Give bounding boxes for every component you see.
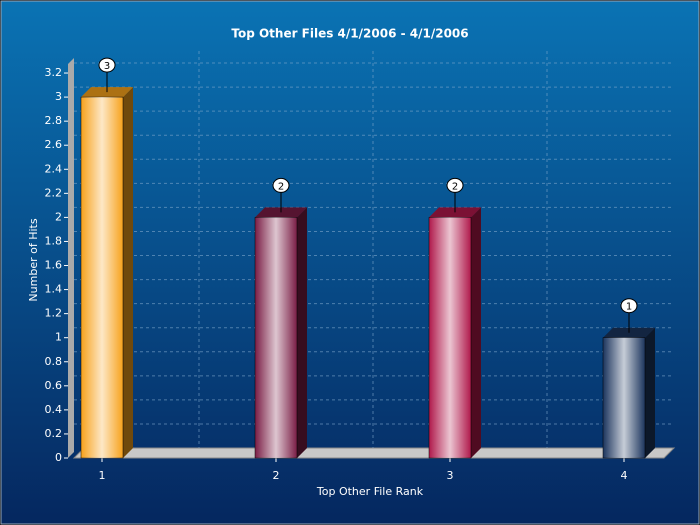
value-label: 1 xyxy=(626,302,632,313)
bar-side-shade xyxy=(123,87,133,458)
y-tick-label: 0 xyxy=(55,451,62,464)
bar-shine xyxy=(429,217,471,458)
y-tick-label: 1 xyxy=(55,331,62,344)
value-label: 2 xyxy=(452,181,458,192)
y-tick-label: 2.2 xyxy=(45,186,63,199)
axis-wall xyxy=(68,58,74,458)
x-tick-label: 2 xyxy=(273,469,280,482)
bar-shine xyxy=(81,97,123,458)
y-tick-label: 3.2 xyxy=(45,66,63,79)
y-tick-label: 0.4 xyxy=(45,403,63,416)
floor xyxy=(72,447,676,459)
y-tick-label: 0.6 xyxy=(45,379,63,392)
value-label-bubble xyxy=(446,177,464,193)
y-tick-label: 0.2 xyxy=(45,427,63,440)
chart-title: Top Other Files 4/1/2006 - 4/1/2006 xyxy=(231,27,468,41)
y-tick-label: 2.8 xyxy=(45,114,63,127)
value-label: 2 xyxy=(278,181,284,192)
y-tick-label: 0.8 xyxy=(45,355,63,368)
y-tick-label: 1.8 xyxy=(45,234,63,247)
y-tick-label: 1.2 xyxy=(45,307,63,320)
bar-shine xyxy=(603,337,645,458)
x-tick-label: 1 xyxy=(99,469,106,482)
bar-side-shade xyxy=(471,207,481,458)
y-tick-label: 2 xyxy=(55,210,62,223)
y-tick-label: 3 xyxy=(55,90,62,103)
x-tick-label: 3 xyxy=(447,469,454,482)
x-axis-label: Top Other File Rank xyxy=(316,485,424,498)
y-tick-label: 2.4 xyxy=(45,162,63,175)
y-tick-label: 2.6 xyxy=(45,138,63,151)
x-tick-label: 4 xyxy=(621,469,628,482)
y-axis-label: Number of Hits xyxy=(27,218,40,301)
value-label-bubble xyxy=(272,177,290,193)
y-tick-label: 1.4 xyxy=(45,283,63,296)
bar-side-shade xyxy=(297,207,307,458)
value-label-bubble xyxy=(98,57,116,73)
bar-side-shade xyxy=(645,327,655,458)
y-tick-label: 1.6 xyxy=(45,259,63,272)
value-label: 3 xyxy=(104,61,110,72)
value-label-bubble xyxy=(620,298,638,314)
bar-shine xyxy=(255,217,297,458)
